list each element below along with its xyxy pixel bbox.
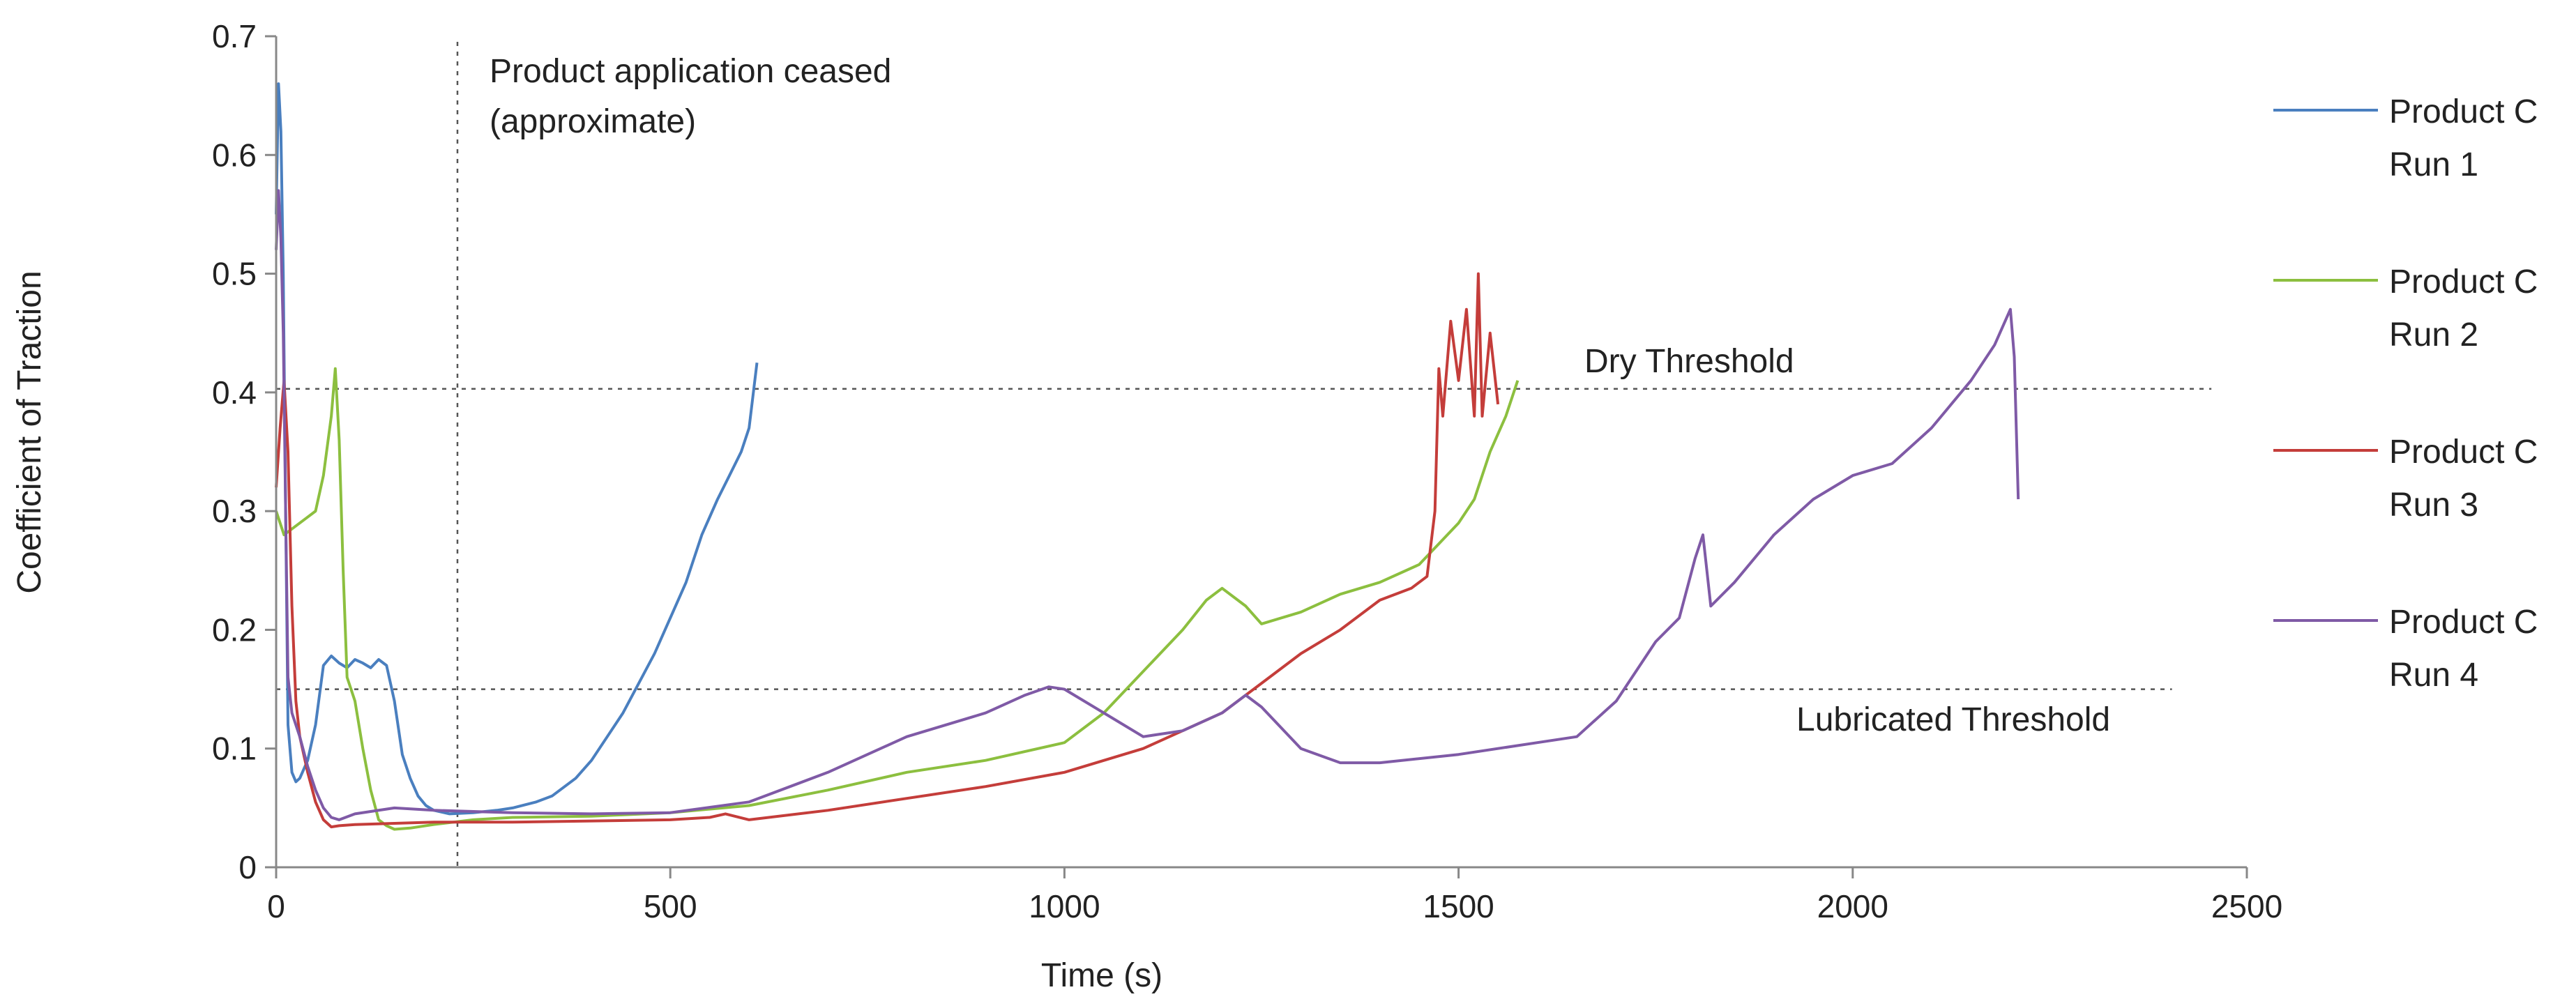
legend-label-run-1-line2: Run 1	[2389, 146, 2478, 183]
series-line-run-3	[275, 272, 1500, 829]
legend-label-run-4-line2: Run 4	[2389, 657, 2478, 694]
legend-item-run-4: Product C Run 4	[2273, 604, 2538, 694]
legend-item-run-2: Product C Run 2	[2273, 264, 2538, 353]
legend: Product C Run 1 Product C Run 2 Product …	[2273, 93, 2538, 694]
x-tick-label: 2500	[2211, 888, 2282, 924]
y-tick-label: 0.3	[212, 493, 257, 529]
reference-lines	[276, 42, 2212, 867]
legend-label-run-2-line1: Product C	[2389, 264, 2538, 300]
series-line-run-1	[275, 82, 759, 816]
x-axis-title: Time (s)	[1041, 957, 1162, 994]
series-layer	[275, 82, 2020, 831]
annotation-dry-threshold: Dry Threshold	[1584, 343, 1794, 380]
y-tick-label: 0.2	[212, 611, 257, 648]
y-tick-label: 0.6	[212, 137, 257, 173]
y-axis-title: Coefficient of Traction	[11, 270, 48, 593]
plot-area: 0 0.1 0.2 0.3 0.4 0.5 0.6 0.7 0 500 1000 1500 2000 2…	[212, 18, 2282, 924]
y-axis-ticks: 0 0.1 0.2 0.3 0.4 0.5 0.6 0.7	[212, 18, 276, 885]
y-tick-label: 0.4	[212, 374, 257, 411]
y-tick-label: 0.5	[212, 256, 257, 292]
x-tick-label: 1000	[1029, 888, 1100, 924]
series-line-run-2	[275, 367, 1520, 831]
legend-label-run-3-line1: Product C	[2389, 434, 2538, 471]
x-tick-label: 1500	[1423, 888, 1494, 924]
annotation-product-ceased-line2: (approximate)	[490, 103, 696, 140]
y-tick-label: 0	[238, 849, 257, 885]
x-tick-label: 2000	[1817, 888, 1888, 924]
legend-label-run-4-line1: Product C	[2389, 604, 2538, 641]
annotation-lubricated-threshold: Lubricated Threshold	[1796, 701, 2110, 738]
x-axis-ticks: 0 500 1000 1500 2000 2500	[267, 867, 2282, 924]
series-line-run-4	[275, 189, 2020, 821]
y-tick-label: 0.1	[212, 731, 257, 767]
legend-label-run-2-line2: Run 2	[2389, 317, 2478, 353]
x-tick-label: 500	[644, 888, 697, 924]
legend-item-run-1: Product C Run 1	[2273, 93, 2538, 183]
legend-label-run-1-line1: Product C	[2389, 93, 2538, 130]
legend-item-run-3: Product C Run 3	[2273, 434, 2538, 524]
y-tick-label: 0.7	[212, 18, 257, 54]
annotation-product-ceased-line1: Product application ceased	[490, 53, 891, 90]
legend-label-run-3-line2: Run 3	[2389, 487, 2478, 524]
x-tick-label: 0	[267, 888, 285, 924]
